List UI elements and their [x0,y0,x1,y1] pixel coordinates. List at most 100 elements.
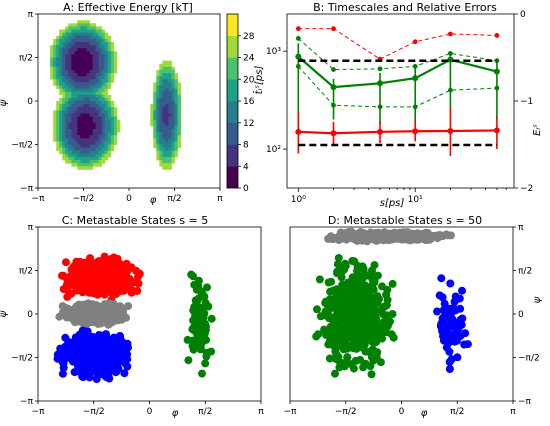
energy-cell [107,101,112,105]
energy-cell [53,73,57,77]
energy-cell [171,104,175,108]
energy-cell [162,128,166,133]
energy-cell [74,144,78,149]
energy-cell [153,144,157,149]
energy-cell [107,54,112,58]
scatter-point [444,338,453,347]
data-point [377,128,384,135]
colorbar-segment [227,14,238,37]
energy-cell [153,97,157,102]
energy-cell [65,144,69,149]
energy-cell [92,101,97,105]
energy-cell [153,122,157,127]
energy-cell [104,94,109,99]
energy-cell [80,29,84,34]
energy-cell [159,125,163,130]
energy-cell [107,153,112,158]
energy-cell [86,141,90,145]
scatter-point [452,336,461,345]
energy-cell [83,91,87,96]
energy-cell [77,113,81,117]
energy-cell [101,69,106,74]
energy-cell [80,153,84,158]
energy-cell [77,85,81,89]
scatter-point [331,369,339,378]
energy-cell [162,132,166,136]
energy-cell [50,48,54,52]
energy-cell [89,66,93,71]
energy-cell [162,66,166,71]
energy-cell [162,138,166,142]
energy-cell [89,135,93,139]
scatter-point [369,333,378,342]
colorbar-segment [227,35,238,58]
energy-cell [77,94,81,99]
energy-cell [68,73,72,77]
energy-cell [68,156,72,161]
energy-cell [174,101,178,105]
energy-cell [171,88,175,93]
energy-cell [177,116,181,121]
energy-cell [74,104,78,108]
energy-cell [168,66,172,71]
energy-cell [107,128,112,133]
scatter-point [439,316,448,325]
energy-cell [113,138,118,142]
energy-cell [80,26,84,30]
energy-cell [107,147,112,152]
energy-cell [171,128,175,133]
energy-cell [162,82,166,86]
energy-cell [177,107,181,111]
scatter-point [402,232,411,241]
energy-cell [86,63,90,68]
scatter-point [203,283,211,292]
energy-cell [86,104,90,108]
energy-cell [68,79,72,83]
scatter-point [123,339,132,348]
energy-cell [83,20,87,24]
energy-cell [59,57,63,62]
energy-cell [116,125,121,130]
energy-cell [80,113,84,117]
energy-cell [95,97,100,102]
energy-cell [98,35,103,40]
energy-cell [165,76,169,80]
energy-cell [89,82,93,86]
panel-b-title: B: Timescales and Relative Errors [313,1,497,14]
panel-d-points [312,227,472,379]
scatter-point [85,347,94,356]
energy-cell [92,79,97,83]
scatter-point [324,340,333,349]
panel-a: A: Effective Energy [kT] −π −π/2 0 π/2 π−π−π… [0,1,255,206]
energy-cell [159,160,163,164]
energy-cell [165,88,169,93]
energy-cell [101,63,106,68]
energy-cell [162,166,166,170]
energy-cell [159,104,163,108]
energy-cell [71,66,75,71]
energy-cell [177,119,181,124]
energy-cell [86,138,90,142]
energy-cell [159,110,163,114]
energy-cell [83,153,87,158]
energy-cell [68,141,72,145]
energy-cell [92,66,97,71]
energy-cell [71,23,75,27]
energy-cell [83,141,87,145]
energy-cell [107,38,112,43]
energy-cell [83,45,87,49]
energy-cell [98,147,103,152]
energy-cell [113,135,118,139]
energy-cell [56,35,60,40]
energy-cell [159,113,163,117]
energy-cell [153,128,157,133]
energy-cell [86,48,90,52]
energy-cell [104,144,109,149]
data-point [447,127,454,134]
scatter-point [340,362,349,371]
energy-cell [86,97,90,102]
energy-cell [107,79,112,83]
energy-cell [56,85,60,89]
energy-cell [65,35,69,40]
energy-cell [89,107,93,111]
